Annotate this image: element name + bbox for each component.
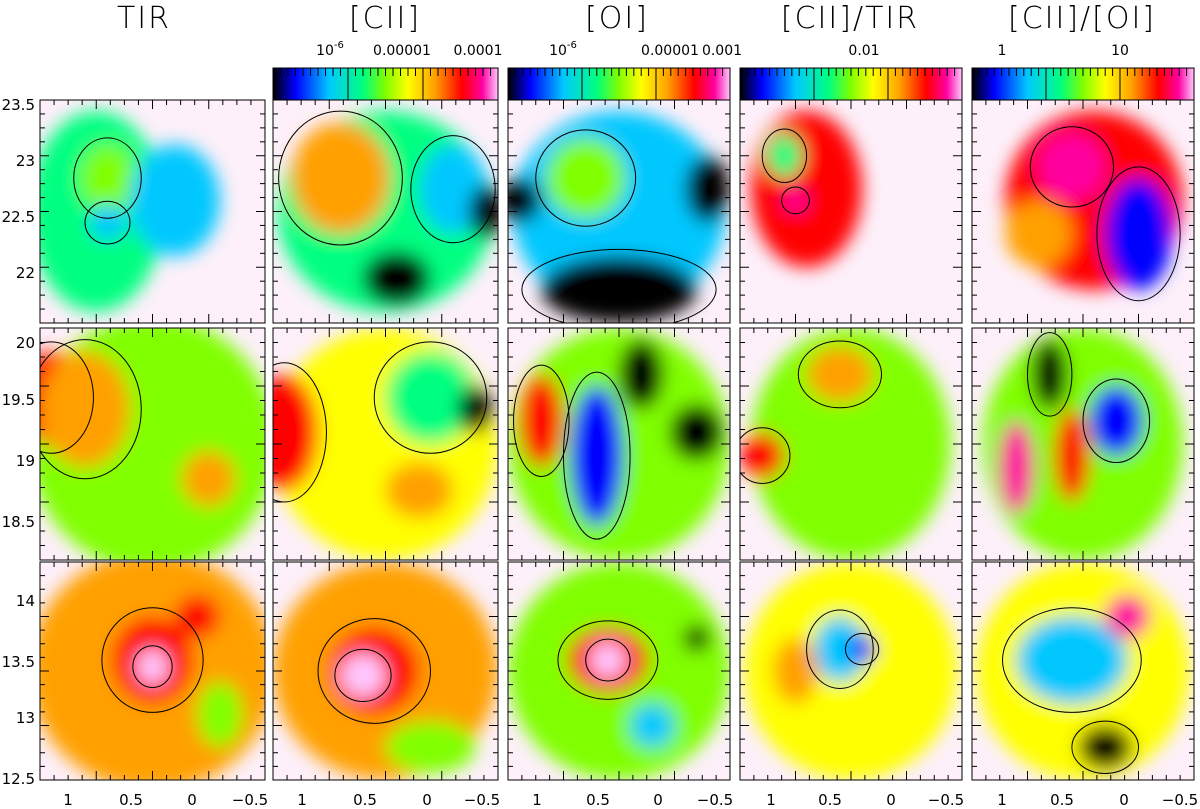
y-tick-row0-2: 22.5 bbox=[2, 208, 35, 226]
x-tick-c3-1: 0.5 bbox=[818, 791, 842, 809]
map-panel-cii-tir-row2 bbox=[739, 561, 963, 781]
x-tick-c4-2: 0 bbox=[1119, 791, 1129, 809]
map-panel-cii-row0 bbox=[272, 99, 499, 324]
column-title-cii-tir: [CII]/TIR bbox=[781, 1, 919, 36]
map-panel-oi-row0 bbox=[507, 99, 731, 324]
y-tick-row2-0: 14 bbox=[16, 592, 35, 610]
panel-grid bbox=[39, 99, 1195, 781]
colorbar-cii-oi-label-1: 10 bbox=[1111, 43, 1129, 59]
x-axis-labels: 1 0.5 0 −0.5 1 0.5 0 −0.5 1 0.5 0 −0.5 1… bbox=[63, 791, 1198, 809]
x-tick-c3-0: 1 bbox=[766, 791, 776, 809]
map-panel-cii-tir-row0 bbox=[739, 99, 963, 324]
colorbar-cii-label-2: 0.0001 bbox=[454, 43, 503, 59]
x-tick-c2-0: 1 bbox=[532, 791, 542, 809]
column-title-tir: TIR bbox=[117, 1, 171, 36]
map-panel-cii-tir-row1 bbox=[739, 327, 963, 561]
x-tick-c0-3: −0.5 bbox=[232, 791, 268, 809]
y-tick-row2-3: 12.5 bbox=[2, 770, 35, 788]
colorbar-cii-tir-label-0: 0.01 bbox=[848, 43, 879, 59]
colorbar-oi-label-1: 0.00001 bbox=[641, 43, 699, 59]
column-title-cii-oi: [CII]/[OI] bbox=[1008, 1, 1156, 36]
map-panel-cii-oi-row1 bbox=[971, 327, 1195, 561]
map-panel-oi-row2 bbox=[507, 561, 731, 781]
map-panel-tir-row2 bbox=[39, 561, 266, 781]
y-tick-row2-1: 13.5 bbox=[2, 653, 35, 671]
y-tick-row0-0: 23.5 bbox=[2, 96, 35, 114]
y-tick-row1-3: 18.5 bbox=[2, 513, 35, 531]
x-tick-c0-0: 1 bbox=[63, 791, 73, 809]
map-panel-cii-row1 bbox=[272, 327, 499, 561]
x-tick-c1-3: −0.5 bbox=[464, 791, 500, 809]
x-tick-c1-0: 1 bbox=[297, 791, 307, 809]
x-tick-c2-1: 0.5 bbox=[586, 791, 610, 809]
y-tick-row1-0: 20 bbox=[16, 334, 35, 352]
colorbar-cii-label-1: 0.00001 bbox=[373, 43, 431, 59]
column-title-oi: [OI] bbox=[585, 1, 649, 36]
map-panel-cii-oi-row0 bbox=[971, 99, 1195, 324]
colorbar-ticks bbox=[280, 68, 1188, 101]
colorbar-oi-label-0: 10-6 bbox=[549, 40, 577, 59]
map-panel-oi-row1 bbox=[507, 327, 731, 561]
y-tick-row2-2: 13 bbox=[16, 709, 35, 727]
map-panel-cii-oi-row2 bbox=[971, 561, 1195, 781]
x-tick-c1-1: 0.5 bbox=[353, 791, 377, 809]
x-tick-c2-2: 0 bbox=[653, 791, 663, 809]
x-tick-c2-3: −0.5 bbox=[697, 791, 733, 809]
x-tick-c4-0: 1 bbox=[997, 791, 1007, 809]
x-tick-c1-2: 0 bbox=[422, 791, 432, 809]
colorbar-cii-label-0: 10-6 bbox=[316, 40, 344, 59]
column-title-cii: [CII] bbox=[349, 1, 421, 36]
x-tick-c4-3: −0.5 bbox=[1162, 791, 1198, 809]
y-tick-row0-3: 22 bbox=[16, 264, 35, 282]
y-tick-row1-2: 19 bbox=[16, 452, 35, 470]
x-tick-c4-1: 0.5 bbox=[1050, 791, 1074, 809]
colorbar-oi-label-2: 0.001 bbox=[702, 43, 742, 59]
map-panel-tir-row1 bbox=[39, 327, 266, 561]
colorbar-cii-oi-label-0: 1 bbox=[998, 43, 1007, 59]
x-tick-c3-3: −0.5 bbox=[928, 791, 964, 809]
y-tick-row1-1: 19.5 bbox=[2, 391, 35, 409]
y-tick-row0-1: 23 bbox=[16, 152, 35, 170]
x-tick-c0-2: 0 bbox=[187, 791, 197, 809]
map-panel-tir-row0 bbox=[39, 99, 266, 324]
map-panel-cii-row2 bbox=[272, 561, 499, 781]
x-tick-c0-1: 0.5 bbox=[119, 791, 143, 809]
x-tick-c3-2: 0 bbox=[886, 791, 896, 809]
